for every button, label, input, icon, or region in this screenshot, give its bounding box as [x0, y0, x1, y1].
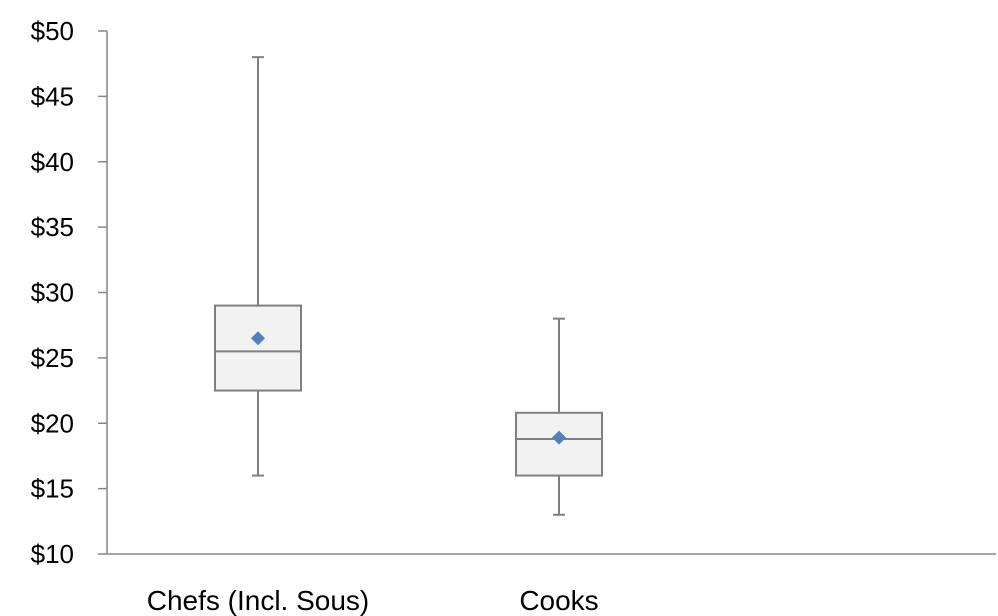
- y-axis: $10 $15 $20 $25 $30 $35 $40 $45 $50: [31, 16, 108, 569]
- y-tick-label: $35: [31, 212, 74, 242]
- y-tick-label: $50: [31, 16, 74, 46]
- box-group: [515, 317, 603, 516]
- y-tick-label: $15: [31, 474, 74, 504]
- mean-marker: [552, 430, 566, 445]
- y-tick-label: $40: [31, 147, 74, 177]
- boxes: [214, 56, 603, 516]
- y-tick-label: $20: [31, 408, 74, 438]
- y-tick-label: $30: [31, 278, 74, 308]
- y-tick-label: $45: [31, 81, 74, 111]
- x-category-label: Cooks: [519, 585, 598, 616]
- x-category-label: Chefs (Incl. Sous): [147, 585, 370, 616]
- y-tick-label: $10: [31, 539, 74, 569]
- y-tick-label: $25: [31, 343, 74, 373]
- mean-marker: [251, 331, 265, 346]
- box-group: [214, 56, 302, 477]
- x-axis: Chefs (Incl. Sous) Cooks: [107, 553, 996, 616]
- box-iqr: [214, 304, 302, 392]
